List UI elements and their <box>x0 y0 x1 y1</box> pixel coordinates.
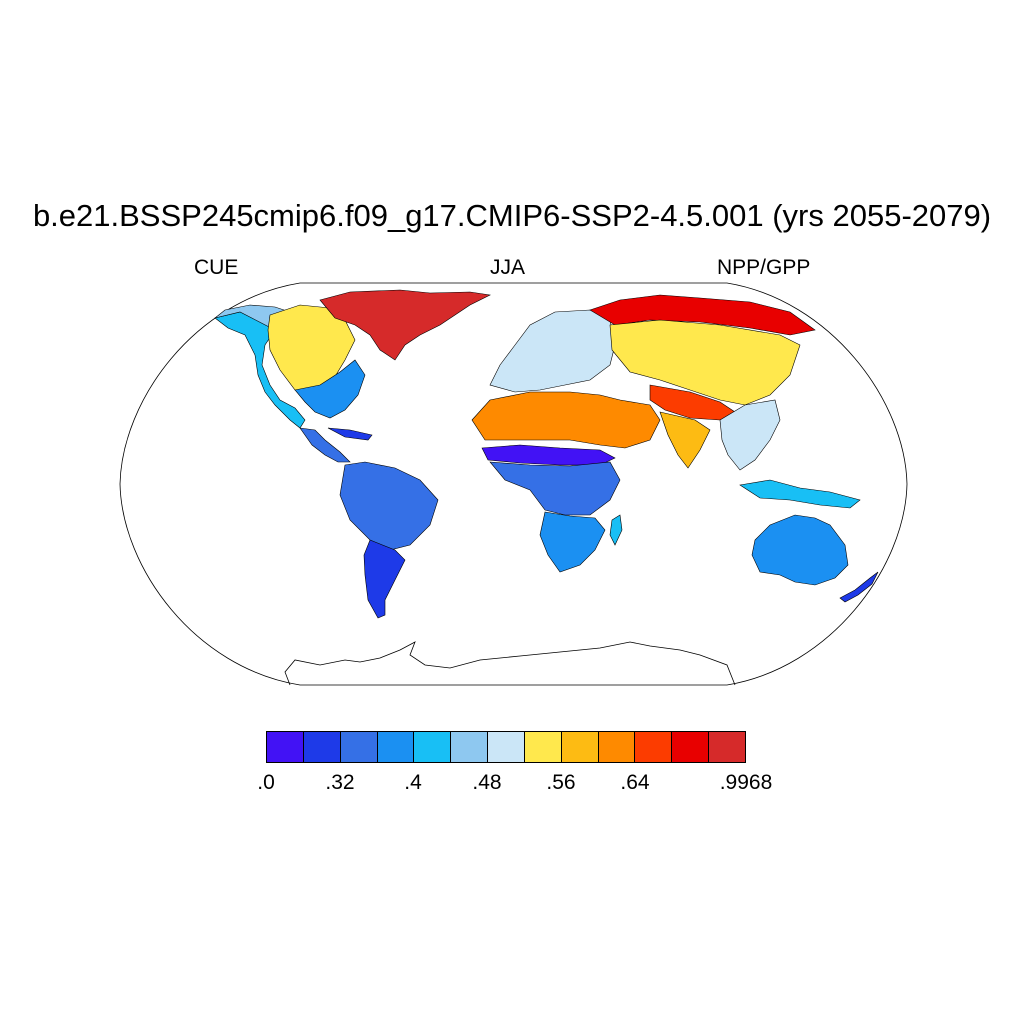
colorbar-tick-label: .32 <box>325 771 355 794</box>
antarctica-outline <box>284 641 736 686</box>
region-madagascar <box>609 514 623 546</box>
colorbar-tick-label: .4 <box>404 771 422 794</box>
region-greenland <box>319 289 491 361</box>
region-eastern-us <box>294 359 366 419</box>
colorbar-swatch <box>451 732 489 762</box>
subtitle-center: JJA <box>490 256 526 279</box>
colorbar-swatch <box>598 732 636 762</box>
colorbar-swatch <box>709 732 745 762</box>
region-southeast-asia <box>719 399 781 471</box>
region-central-america <box>299 427 351 463</box>
colorbar-tick-label: .0 <box>257 771 275 794</box>
subtitle-left: CUE <box>194 256 239 279</box>
colorbar-swatch <box>414 732 452 762</box>
colorbar-swatch <box>561 732 599 762</box>
colorbar-tick-label: .9968 <box>719 771 773 794</box>
region-northern-siberia <box>589 294 816 336</box>
colorbar-swatch <box>488 732 525 762</box>
colorbar-swatch <box>672 732 710 762</box>
region-caribbean <box>327 427 373 441</box>
colorbar-swatch <box>303 732 341 762</box>
region-central-africa <box>489 461 621 516</box>
region-sahara-arabia <box>471 391 661 449</box>
region-central-asia <box>609 319 801 406</box>
colorbar <box>266 731 746 763</box>
region-australia <box>751 514 849 586</box>
subtitle-right: NPP/GPP <box>717 256 811 279</box>
colorbar-tick-label: .48 <box>472 771 502 794</box>
colorbar-tick-label: .56 <box>546 771 576 794</box>
region-new-zealand <box>839 571 879 603</box>
plot-title: b.e21.BSSP245cmip6.f09_g17.CMIP6-SSP2-4.… <box>32 198 992 233</box>
colorbar-swatch <box>267 732 304 762</box>
region-amazon <box>339 461 439 551</box>
colorbar-swatch <box>524 732 562 762</box>
region-sahel <box>481 444 616 466</box>
region-southern-south-america <box>363 539 406 619</box>
region-maritime-continent <box>739 479 861 509</box>
colorbar-tick-label: .64 <box>620 771 650 794</box>
colorbar-swatch <box>635 732 673 762</box>
region-southern-africa <box>539 511 606 573</box>
colorbar-swatch <box>377 732 415 762</box>
colorbar-swatch <box>340 732 378 762</box>
region-india <box>659 411 711 469</box>
